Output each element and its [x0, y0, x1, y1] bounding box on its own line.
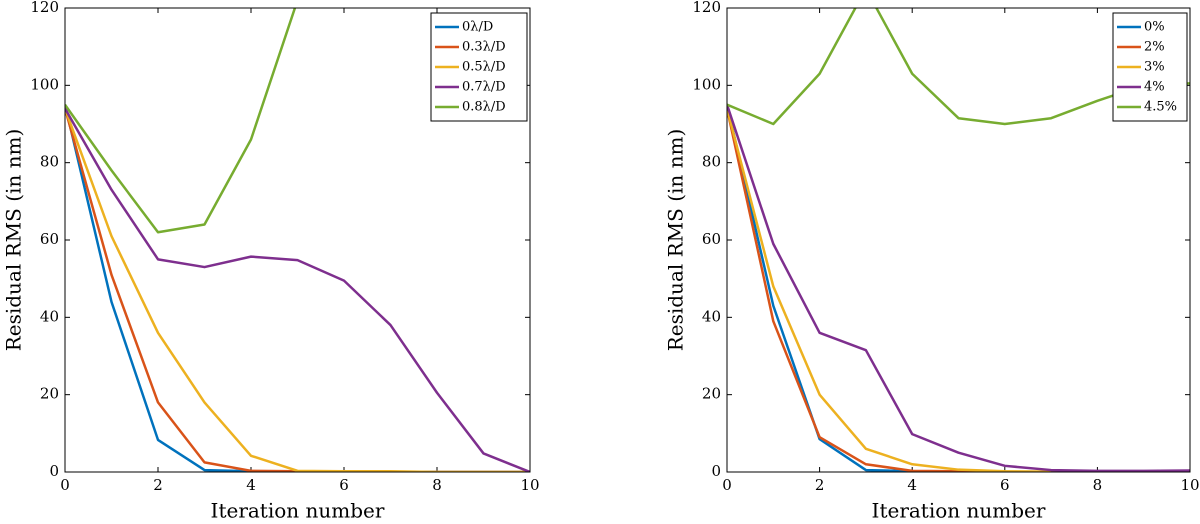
legend-label: 0.8λ/D	[462, 100, 506, 115]
legend-label: 0.5λ/D	[462, 60, 506, 75]
x-tick-label: 0	[722, 476, 732, 494]
x-tick-label: 2	[153, 476, 163, 494]
y-tick-label: 80	[702, 153, 721, 171]
series-line	[65, 104, 530, 472]
x-axis-label: Iteration number	[872, 499, 1046, 523]
y-tick-label: 100	[692, 75, 721, 93]
x-tick-label: 2	[815, 476, 825, 494]
legend: 0% 2% 3% 4% 4.5%	[1112, 12, 1188, 122]
y-tick-label: 40	[702, 307, 721, 325]
x-tick-label: 6	[339, 476, 349, 494]
x-tick-label: 6	[1000, 476, 1010, 494]
y-tick-label: 120	[692, 0, 721, 16]
axes-box	[64, 7, 531, 473]
axes-box	[726, 7, 1191, 473]
y-tick-label: 80	[40, 153, 59, 171]
series-line	[727, 108, 1190, 472]
legend-label: 0.7λ/D	[462, 80, 506, 95]
y-tick-label: 0	[711, 462, 721, 480]
legend-label: 3%	[1144, 60, 1165, 75]
series-line	[727, 108, 1190, 472]
series-line	[65, 108, 530, 472]
legend-label: 0.3λ/D	[462, 40, 506, 55]
x-axis-label: Iteration number	[211, 499, 385, 523]
legend-label: 2%	[1144, 40, 1165, 55]
x-tick-label: 4	[907, 476, 917, 494]
legend-label: 0%	[1144, 20, 1165, 35]
y-tick-label: 0	[49, 462, 59, 480]
x-tick-label: 10	[1180, 476, 1199, 494]
series-line	[65, 8, 297, 234]
y-tick-label: 60	[702, 230, 721, 248]
series-line	[65, 107, 530, 472]
y-tick-label: 20	[40, 385, 59, 403]
y-tick-label: 60	[40, 230, 59, 248]
y-tick-label: 120	[30, 0, 59, 16]
x-tick-label: 8	[432, 476, 442, 494]
legend-label: 0λ/D	[462, 20, 493, 35]
y-tick-label: 100	[30, 75, 59, 93]
x-tick-label: 0	[60, 476, 70, 494]
legend-label: 4%	[1144, 80, 1165, 95]
x-tick-label: 10	[520, 476, 539, 494]
y-tick-label: 40	[40, 307, 59, 325]
legend-label: 4.5%	[1144, 100, 1177, 115]
y-axis-label: Residual RMS (in nm)	[664, 129, 688, 352]
y-axis-label: Residual RMS (in nm)	[2, 129, 26, 352]
series-line	[65, 108, 530, 472]
x-tick-label: 8	[1093, 476, 1103, 494]
legend: 0λ/D 0.3λ/D 0.5λ/D 0.7λ/D 0.8λ/D	[430, 12, 528, 122]
x-tick-label: 4	[246, 476, 256, 494]
series-line	[727, 104, 1190, 472]
y-tick-label: 20	[702, 385, 721, 403]
